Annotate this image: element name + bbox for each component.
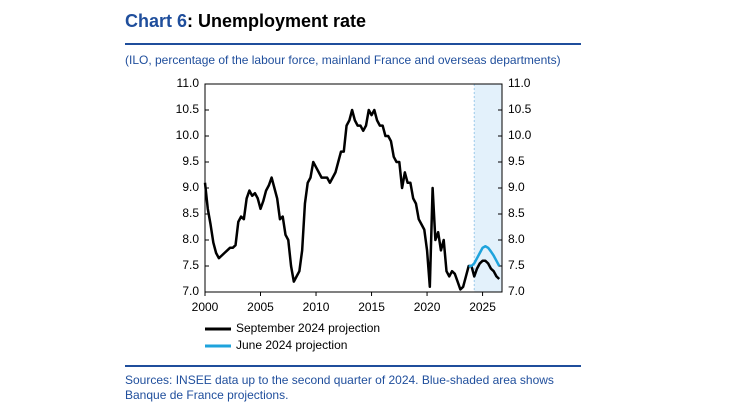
- y-tick-label: 10.0: [176, 128, 200, 142]
- subtitle: (ILO, percentage of the labour force, ma…: [125, 53, 561, 67]
- y2-tick-label: 9.0: [508, 180, 525, 194]
- x-tick-label: 2020: [414, 300, 441, 314]
- y2-tick-label: 9.5: [508, 154, 525, 168]
- source-note: Sources: INSEE data up to the second qua…: [125, 373, 554, 387]
- y-tick-label: 7.5: [182, 258, 199, 272]
- title-text: : Unemployment rate: [187, 11, 366, 31]
- y2-tick-label: 8.0: [508, 232, 525, 246]
- y-tick-label: 10.5: [176, 102, 200, 116]
- y2-tick-label: 10.0: [508, 128, 532, 142]
- x-tick-label: 2025: [469, 300, 496, 314]
- y2-tick-label: 8.5: [508, 206, 525, 220]
- title-number: Chart 6: [125, 11, 187, 31]
- plot-frame: [204, 83, 503, 293]
- y-tick-label: 8.0: [182, 232, 199, 246]
- series-line: [468, 244, 501, 268]
- x-tick-label: 2000: [192, 300, 219, 314]
- source-note: Banque de France projections.: [125, 388, 288, 402]
- y-tick-label: 9.5: [182, 154, 199, 168]
- chart-title: Chart 6: Unemployment rate: [125, 11, 366, 31]
- x-tick-label: 2005: [247, 300, 274, 314]
- y-tick-label: 11.0: [177, 76, 200, 90]
- y-tick-label: 9.0: [182, 180, 199, 194]
- y2-tick-label: 7.0: [508, 284, 525, 298]
- x-tick-label: 2015: [358, 300, 385, 314]
- y2-tick-label: 10.5: [508, 102, 532, 116]
- x-tick-label: 2010: [303, 300, 330, 314]
- y2-tick-label: 7.5: [508, 258, 525, 272]
- series-line: [203, 108, 501, 291]
- y-tick-label: 8.5: [182, 206, 199, 220]
- legend-label: September 2024 projection: [236, 321, 380, 335]
- y2-tick-label: 11.0: [508, 76, 531, 90]
- y-tick-label: 7.0: [182, 284, 199, 298]
- legend-label: June 2024 projection: [236, 338, 347, 352]
